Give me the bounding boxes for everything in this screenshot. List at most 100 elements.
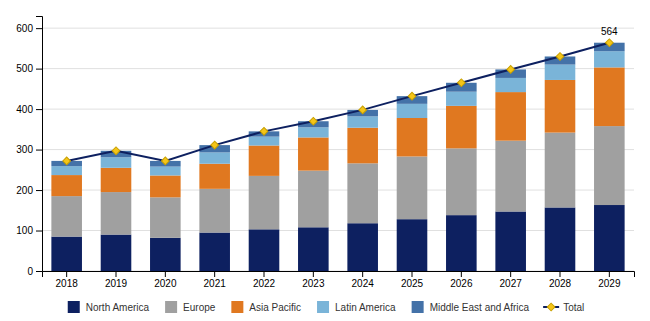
x-tick-mark xyxy=(412,271,413,277)
y-tick: 0 xyxy=(27,266,42,277)
bar xyxy=(446,148,477,215)
x-tick: 2027 xyxy=(500,271,523,289)
legend-item: Asia Pacific xyxy=(231,301,301,313)
y-tick: 600 xyxy=(16,23,42,34)
x-tick: 2018 xyxy=(56,271,79,289)
x-tick: 2029 xyxy=(598,271,621,289)
bar xyxy=(249,176,280,229)
bar xyxy=(101,192,132,235)
y-tick-label: 0 xyxy=(27,266,33,277)
bar xyxy=(347,128,378,164)
x-tick-label: 2022 xyxy=(253,278,276,289)
y-axis-line xyxy=(36,17,43,272)
grid-line xyxy=(42,28,634,29)
chart: 0100200300400500600201820192020202120222… xyxy=(0,0,650,321)
x-tick-label: 2024 xyxy=(352,278,375,289)
bar xyxy=(101,168,132,192)
legend-label: Latin America xyxy=(335,302,396,313)
legend-marker xyxy=(547,303,555,311)
bar xyxy=(446,92,477,106)
legend-swatch xyxy=(317,301,329,313)
bar xyxy=(594,205,625,271)
x-tick-mark xyxy=(313,271,314,277)
x-tick-mark xyxy=(264,271,265,277)
x-tick-mark xyxy=(609,271,610,277)
x-tick-mark xyxy=(362,271,363,277)
marker xyxy=(605,39,613,47)
x-tick-mark xyxy=(560,271,561,277)
bar-series xyxy=(51,51,624,175)
x-tick-mark xyxy=(116,271,117,277)
bar xyxy=(495,78,526,92)
marker xyxy=(211,141,219,149)
y-tick-mark xyxy=(36,231,42,232)
bar xyxy=(594,67,625,126)
bar xyxy=(397,156,428,219)
x-tick-mark xyxy=(165,271,166,277)
bar-series xyxy=(51,126,624,238)
legend-item: Total xyxy=(543,302,584,313)
x-tick-mark xyxy=(214,271,215,277)
bar xyxy=(150,175,181,197)
bar xyxy=(249,146,280,176)
x-axis: 2018201920202021202220232024202520262027… xyxy=(43,271,635,289)
legend-swatch xyxy=(165,301,177,313)
bar xyxy=(446,106,477,149)
marker xyxy=(112,147,120,155)
bar xyxy=(199,233,230,271)
marker xyxy=(457,79,465,87)
legend-item: Latin America xyxy=(317,301,396,313)
legend-item: North America xyxy=(68,301,150,313)
y-tick-label: 300 xyxy=(16,144,33,155)
x-tick-mark xyxy=(461,271,462,277)
legend-label: Middle East and Africa xyxy=(430,302,530,313)
legend-label: Asia Pacific xyxy=(249,302,301,313)
x-tick: 2025 xyxy=(401,271,424,289)
bar xyxy=(397,219,428,271)
x-tick: 2023 xyxy=(302,271,325,289)
legend-swatch xyxy=(231,301,243,313)
bar xyxy=(495,92,526,141)
x-tick-label: 2028 xyxy=(549,278,572,289)
total-line xyxy=(67,43,610,161)
legend-label: Total xyxy=(563,302,584,313)
x-tick-label: 2027 xyxy=(500,278,523,289)
bar xyxy=(298,171,329,228)
bar xyxy=(347,163,378,223)
y-tick-mark xyxy=(36,150,42,151)
y-tick-mark xyxy=(36,109,42,110)
x-tick: 2024 xyxy=(352,271,375,289)
marker xyxy=(556,53,564,61)
bar xyxy=(397,104,428,118)
legend: North AmericaEuropeAsia PacificLatin Ame… xyxy=(68,301,585,313)
y-tick-label: 200 xyxy=(16,185,33,196)
y-tick-mark xyxy=(36,190,42,191)
marker xyxy=(260,127,268,135)
bar xyxy=(545,133,576,208)
bar xyxy=(199,164,230,189)
bar xyxy=(249,137,280,146)
bar xyxy=(545,207,576,271)
bar xyxy=(594,51,625,67)
x-tick-label: 2029 xyxy=(598,278,621,289)
x-tick-label: 2018 xyxy=(56,278,79,289)
bar xyxy=(446,215,477,271)
bar xyxy=(347,116,378,127)
marker xyxy=(161,157,169,165)
x-tick-mark xyxy=(510,271,511,277)
y-tick-mark xyxy=(36,69,42,70)
x-tick: 2019 xyxy=(105,271,128,289)
x-tick: 2020 xyxy=(154,271,177,289)
y-tick-mark xyxy=(36,271,42,272)
bar xyxy=(101,157,132,168)
y-tick: 400 xyxy=(16,104,42,115)
bar xyxy=(545,80,576,133)
bar xyxy=(594,126,625,205)
bar xyxy=(199,152,230,163)
bar xyxy=(101,235,132,271)
grid xyxy=(42,28,634,271)
x-tick-mark xyxy=(66,271,67,277)
x-tick-label: 2026 xyxy=(450,278,473,289)
x-tick: 2026 xyxy=(450,271,473,289)
x-tick: 2028 xyxy=(549,271,572,289)
